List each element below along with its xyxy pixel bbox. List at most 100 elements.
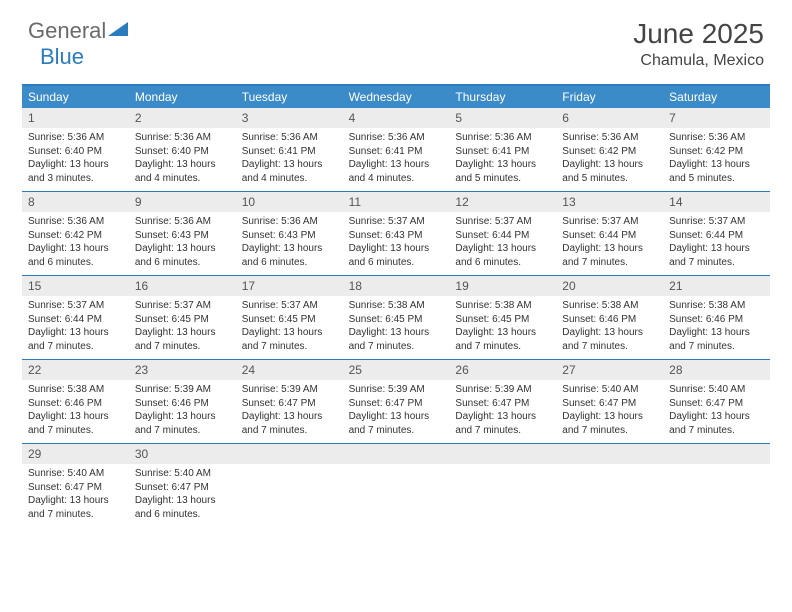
day-content: Sunrise: 5:37 AMSunset: 6:44 PMDaylight:… xyxy=(449,212,556,275)
day-line: Daylight: 13 hours xyxy=(28,158,123,172)
day-cell: 11Sunrise: 5:37 AMSunset: 6:43 PMDayligh… xyxy=(343,192,450,275)
day-line: and 7 minutes. xyxy=(669,340,764,354)
weekday-header: Saturday xyxy=(663,86,770,108)
day-line: and 4 minutes. xyxy=(242,172,337,186)
day-line: and 7 minutes. xyxy=(349,340,444,354)
day-line: Sunset: 6:45 PM xyxy=(135,313,230,327)
day-line: Sunset: 6:42 PM xyxy=(28,229,123,243)
day-content: Sunrise: 5:36 AMSunset: 6:41 PMDaylight:… xyxy=(449,128,556,191)
day-number: 27 xyxy=(556,360,663,380)
day-line: Sunset: 6:46 PM xyxy=(135,397,230,411)
day-line: Sunrise: 5:36 AM xyxy=(562,131,657,145)
day-line: Sunrise: 5:37 AM xyxy=(669,215,764,229)
day-line: and 6 minutes. xyxy=(455,256,550,270)
day-line: Sunset: 6:41 PM xyxy=(242,145,337,159)
day-line: and 6 minutes. xyxy=(28,256,123,270)
day-line: and 7 minutes. xyxy=(669,424,764,438)
day-line: Sunrise: 5:36 AM xyxy=(455,131,550,145)
week-row: 8Sunrise: 5:36 AMSunset: 6:42 PMDaylight… xyxy=(22,192,770,276)
day-line: and 7 minutes. xyxy=(135,340,230,354)
day-cell: 20Sunrise: 5:38 AMSunset: 6:46 PMDayligh… xyxy=(556,276,663,359)
day-content: Sunrise: 5:36 AMSunset: 6:40 PMDaylight:… xyxy=(129,128,236,191)
day-line: and 7 minutes. xyxy=(562,340,657,354)
day-line: Daylight: 13 hours xyxy=(455,158,550,172)
day-line: Sunset: 6:40 PM xyxy=(135,145,230,159)
day-line: Sunset: 6:47 PM xyxy=(669,397,764,411)
week-row: 15Sunrise: 5:37 AMSunset: 6:44 PMDayligh… xyxy=(22,276,770,360)
day-line: Daylight: 13 hours xyxy=(28,326,123,340)
day-line: Sunset: 6:41 PM xyxy=(455,145,550,159)
day-line: and 7 minutes. xyxy=(135,424,230,438)
day-line: and 6 minutes. xyxy=(242,256,337,270)
day-line: and 7 minutes. xyxy=(28,424,123,438)
day-cell: 14Sunrise: 5:37 AMSunset: 6:44 PMDayligh… xyxy=(663,192,770,275)
weekday-header: Wednesday xyxy=(343,86,450,108)
day-content: Sunrise: 5:38 AMSunset: 6:45 PMDaylight:… xyxy=(343,296,450,359)
day-line: and 3 minutes. xyxy=(28,172,123,186)
day-content: Sunrise: 5:39 AMSunset: 6:47 PMDaylight:… xyxy=(449,380,556,443)
day-cell: 21Sunrise: 5:38 AMSunset: 6:46 PMDayligh… xyxy=(663,276,770,359)
day-number: 14 xyxy=(663,192,770,212)
logo-text-general: General xyxy=(28,18,106,44)
day-number: 1 xyxy=(22,108,129,128)
day-line: Daylight: 13 hours xyxy=(135,494,230,508)
day-line: Sunrise: 5:36 AM xyxy=(242,131,337,145)
day-number: 10 xyxy=(236,192,343,212)
day-line: Sunrise: 5:38 AM xyxy=(669,299,764,313)
day-number: 7 xyxy=(663,108,770,128)
day-cell: 5Sunrise: 5:36 AMSunset: 6:41 PMDaylight… xyxy=(449,108,556,191)
day-line: Sunset: 6:41 PM xyxy=(349,145,444,159)
day-line: Sunrise: 5:39 AM xyxy=(242,383,337,397)
day-line: Sunset: 6:45 PM xyxy=(242,313,337,327)
day-line: and 5 minutes. xyxy=(562,172,657,186)
day-content: Sunrise: 5:39 AMSunset: 6:47 PMDaylight:… xyxy=(236,380,343,443)
day-cell: 29Sunrise: 5:40 AMSunset: 6:47 PMDayligh… xyxy=(22,444,129,527)
day-cell: 2Sunrise: 5:36 AMSunset: 6:40 PMDaylight… xyxy=(129,108,236,191)
day-line: Sunrise: 5:40 AM xyxy=(669,383,764,397)
day-line: Sunset: 6:47 PM xyxy=(135,481,230,495)
weekday-header: Sunday xyxy=(22,86,129,108)
day-number: 20 xyxy=(556,276,663,296)
day-cell: 22Sunrise: 5:38 AMSunset: 6:46 PMDayligh… xyxy=(22,360,129,443)
day-line: Sunrise: 5:39 AM xyxy=(349,383,444,397)
day-number: 26 xyxy=(449,360,556,380)
day-line: Sunrise: 5:37 AM xyxy=(455,215,550,229)
day-line: Daylight: 13 hours xyxy=(455,242,550,256)
day-number: 11 xyxy=(343,192,450,212)
weekday-header-row: SundayMondayTuesdayWednesdayThursdayFrid… xyxy=(22,86,770,108)
day-line: Sunset: 6:44 PM xyxy=(455,229,550,243)
day-number: 22 xyxy=(22,360,129,380)
day-cell: 15Sunrise: 5:37 AMSunset: 6:44 PMDayligh… xyxy=(22,276,129,359)
day-line: Daylight: 13 hours xyxy=(669,158,764,172)
day-line: and 7 minutes. xyxy=(28,340,123,354)
day-line: Sunrise: 5:39 AM xyxy=(135,383,230,397)
day-line: Sunset: 6:42 PM xyxy=(562,145,657,159)
day-line: and 5 minutes. xyxy=(669,172,764,186)
day-cell: 10Sunrise: 5:36 AMSunset: 6:43 PMDayligh… xyxy=(236,192,343,275)
day-cell: 28Sunrise: 5:40 AMSunset: 6:47 PMDayligh… xyxy=(663,360,770,443)
day-line: Sunset: 6:42 PM xyxy=(669,145,764,159)
day-cell: 13Sunrise: 5:37 AMSunset: 6:44 PMDayligh… xyxy=(556,192,663,275)
day-number: 8 xyxy=(22,192,129,212)
weekday-header: Monday xyxy=(129,86,236,108)
day-content: Sunrise: 5:36 AMSunset: 6:41 PMDaylight:… xyxy=(343,128,450,191)
week-row: 29Sunrise: 5:40 AMSunset: 6:47 PMDayligh… xyxy=(22,444,770,527)
day-line: Sunset: 6:43 PM xyxy=(242,229,337,243)
day-cell: 9Sunrise: 5:36 AMSunset: 6:43 PMDaylight… xyxy=(129,192,236,275)
day-cell: 4Sunrise: 5:36 AMSunset: 6:41 PMDaylight… xyxy=(343,108,450,191)
day-line: Daylight: 13 hours xyxy=(242,242,337,256)
day-content: Sunrise: 5:36 AMSunset: 6:42 PMDaylight:… xyxy=(556,128,663,191)
day-line: Daylight: 13 hours xyxy=(135,242,230,256)
day-line: Sunset: 6:46 PM xyxy=(28,397,123,411)
day-line: Daylight: 13 hours xyxy=(28,410,123,424)
day-line: Sunset: 6:43 PM xyxy=(135,229,230,243)
day-content: Sunrise: 5:40 AMSunset: 6:47 PMDaylight:… xyxy=(663,380,770,443)
day-line: Daylight: 13 hours xyxy=(135,158,230,172)
weekday-header: Thursday xyxy=(449,86,556,108)
empty-cell xyxy=(556,444,663,527)
day-line: Sunset: 6:47 PM xyxy=(349,397,444,411)
day-line: Sunrise: 5:40 AM xyxy=(28,467,123,481)
day-number: 4 xyxy=(343,108,450,128)
day-cell: 18Sunrise: 5:38 AMSunset: 6:45 PMDayligh… xyxy=(343,276,450,359)
day-line: Daylight: 13 hours xyxy=(349,242,444,256)
